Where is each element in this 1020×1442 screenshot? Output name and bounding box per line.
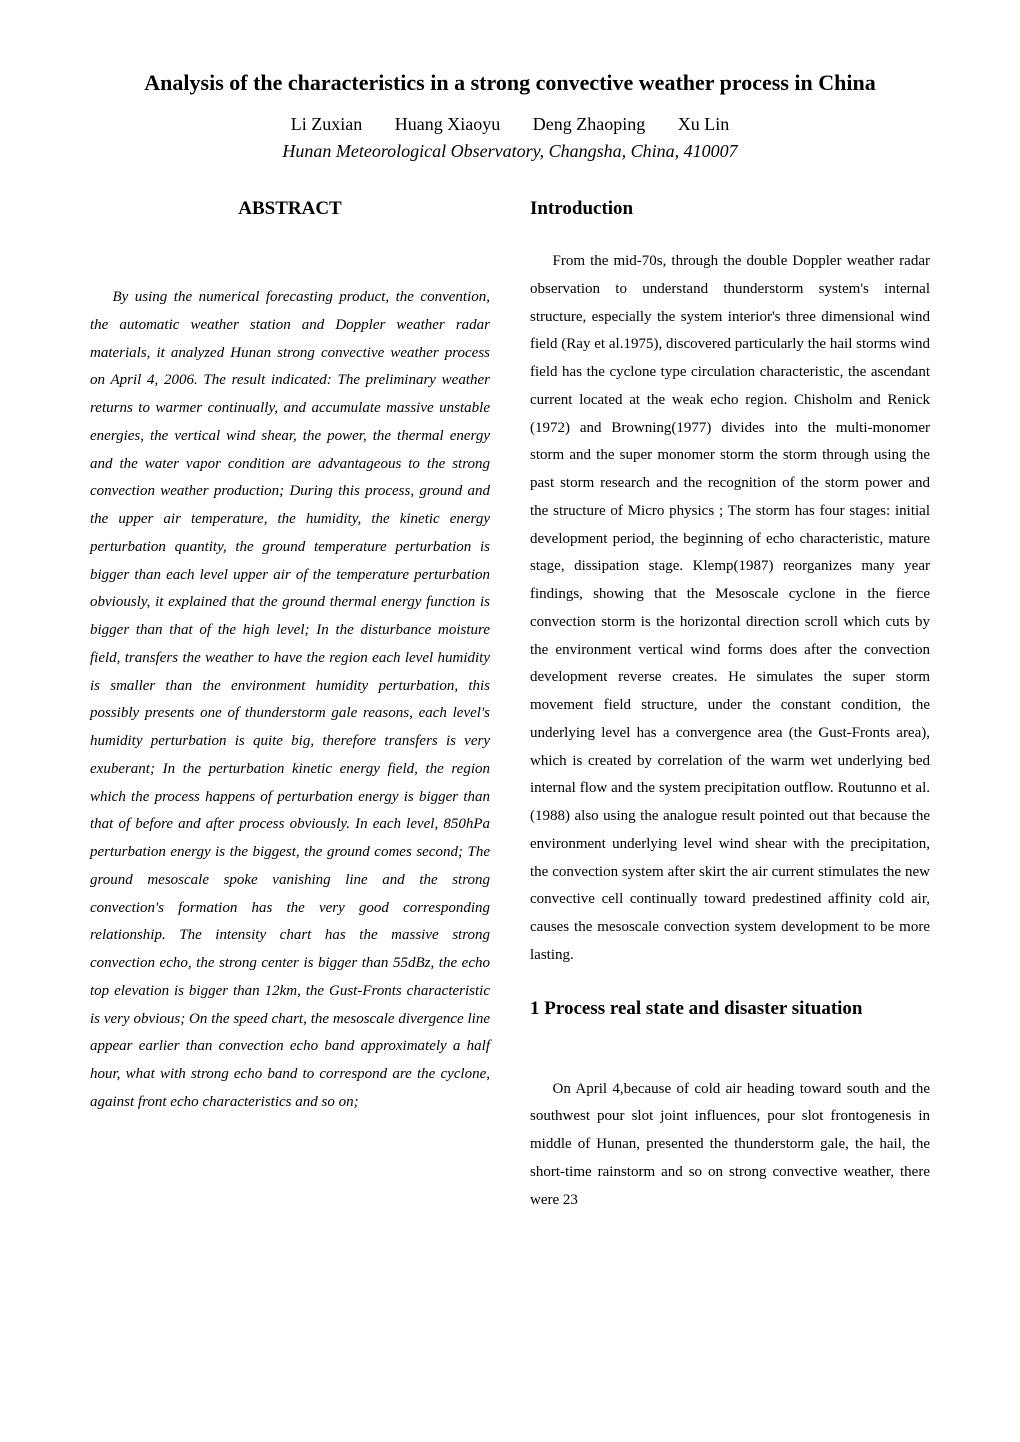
spacer (530, 1048, 930, 1076)
right-column: Introduction From the mid-70s, through t… (530, 198, 930, 1214)
author-list: Li Zuxian Huang Xiaoyu Deng Zhaoping Xu … (90, 114, 930, 135)
abstract-paragraph: By using the numerical forecasting produ… (90, 284, 490, 1117)
spacer (90, 248, 490, 284)
left-column: ABSTRACT By using the numerical forecast… (90, 198, 490, 1214)
spacer (530, 970, 930, 998)
author-name: Xu Lin (678, 114, 730, 134)
introduction-heading: Introduction (530, 198, 930, 220)
author-name: Li Zuxian (291, 114, 362, 134)
author-name: Huang Xiaoyu (395, 114, 500, 134)
introduction-paragraph: From the mid-70s, through the double Dop… (530, 248, 930, 970)
abstract-heading: ABSTRACT (90, 198, 490, 220)
paper-title: Analysis of the characteristics in a str… (90, 70, 930, 96)
affiliation: Hunan Meteorological Observatory, Changs… (90, 141, 930, 162)
two-column-layout: ABSTRACT By using the numerical forecast… (90, 198, 930, 1214)
section-1-paragraph: On April 4,because of cold air heading t… (530, 1076, 930, 1215)
section-1-heading: 1 Process real state and disaster situat… (530, 998, 930, 1020)
author-name: Deng Zhaoping (533, 114, 645, 134)
